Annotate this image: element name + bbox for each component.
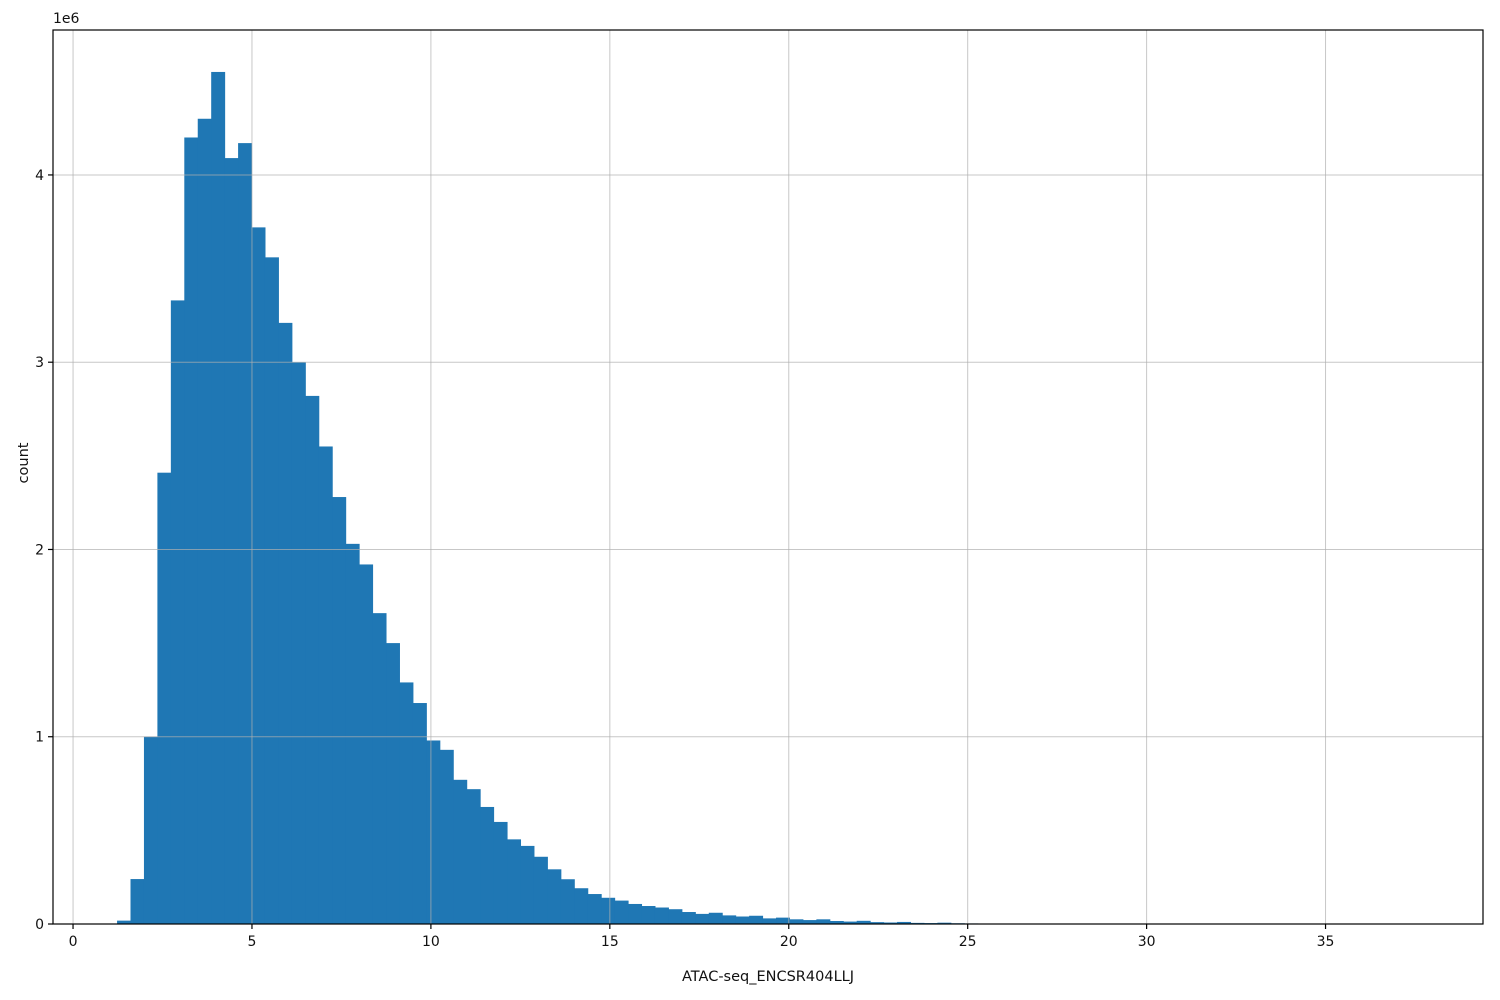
y-tick-label: 3 (35, 355, 44, 371)
histogram-bar (211, 71, 226, 924)
histogram-bar (157, 472, 172, 924)
x-tick-label: 25 (959, 934, 977, 950)
histogram-bar (453, 779, 468, 924)
histogram-bar (883, 922, 898, 924)
x-axis-label: ATAC-seq_ENCSR404LLJ (682, 969, 854, 985)
histogram-bar (654, 907, 669, 924)
histogram-bar (829, 921, 844, 924)
histogram-bar (641, 906, 656, 924)
x-tick-label: 10 (422, 934, 440, 950)
histogram-bar (197, 118, 212, 924)
histogram-bar (439, 749, 454, 924)
histogram-bar (897, 921, 912, 924)
histogram-bar (264, 257, 279, 925)
histogram-bar (735, 916, 750, 924)
histogram-bar (533, 856, 548, 924)
histogram-bar (224, 158, 239, 925)
x-tick-label: 15 (601, 934, 619, 950)
histogram-bar (480, 806, 495, 924)
histogram-bar (372, 613, 387, 924)
histogram-bar (238, 143, 253, 925)
histogram-bar (802, 920, 817, 924)
y-tick-label: 0 (35, 917, 44, 933)
histogram-bar (749, 915, 764, 924)
histogram-bar (278, 322, 293, 924)
histogram-bar (722, 915, 737, 924)
histogram-bar (184, 137, 199, 925)
histogram-bar (507, 839, 522, 924)
histogram-bar (318, 446, 333, 924)
histogram-bar (762, 918, 777, 924)
histogram-bar (587, 894, 602, 924)
histogram-bar (681, 912, 696, 924)
histogram-bar (359, 564, 374, 924)
histogram-bar (601, 897, 616, 924)
histogram-bar (399, 682, 414, 924)
histogram-bar (291, 362, 306, 925)
histogram-bar (937, 922, 952, 924)
histogram-bar (412, 703, 427, 924)
histogram-bar (708, 912, 723, 924)
histogram-bar (816, 919, 831, 924)
histogram-bar (493, 821, 508, 924)
histogram-bar (547, 869, 562, 924)
y-axis-label: count (16, 442, 32, 484)
histogram-bar (560, 879, 575, 924)
histogram-bar (170, 300, 185, 924)
histogram-bar (305, 395, 320, 924)
histogram-bar (117, 920, 132, 924)
histogram-bar (345, 543, 360, 924)
histogram-bar (386, 643, 400, 924)
y-tick-label: 1 (35, 730, 44, 746)
histogram-bar (614, 900, 629, 924)
histogram-bar (870, 922, 885, 924)
histogram-bar (695, 913, 710, 924)
y-tick-label: 2 (35, 542, 44, 558)
x-tick-label: 0 (69, 934, 78, 950)
histogram-bar (520, 845, 535, 924)
x-tick-label: 35 (1317, 934, 1335, 950)
x-tick-label: 5 (248, 934, 257, 950)
x-tick-label: 20 (780, 934, 798, 950)
x-tick-label: 30 (1138, 934, 1156, 950)
histogram-bar (574, 888, 589, 924)
histogram-bar (332, 497, 347, 924)
histogram-bar (789, 919, 804, 924)
histogram-bar (130, 879, 145, 924)
histogram-bar (776, 917, 790, 924)
histogram-bar (856, 920, 871, 924)
histogram-bar (628, 903, 643, 924)
histogram-bar (843, 921, 858, 924)
histogram-bar (143, 736, 158, 924)
y-tick-label: 4 (35, 168, 44, 184)
y-axis-offset-label: 1e6 (53, 11, 80, 27)
histogram-bar (466, 789, 481, 924)
histogram-bar (251, 227, 266, 924)
histogram-bar (426, 740, 441, 924)
plot-border (52, 29, 1484, 925)
histogram-bar (668, 909, 683, 924)
